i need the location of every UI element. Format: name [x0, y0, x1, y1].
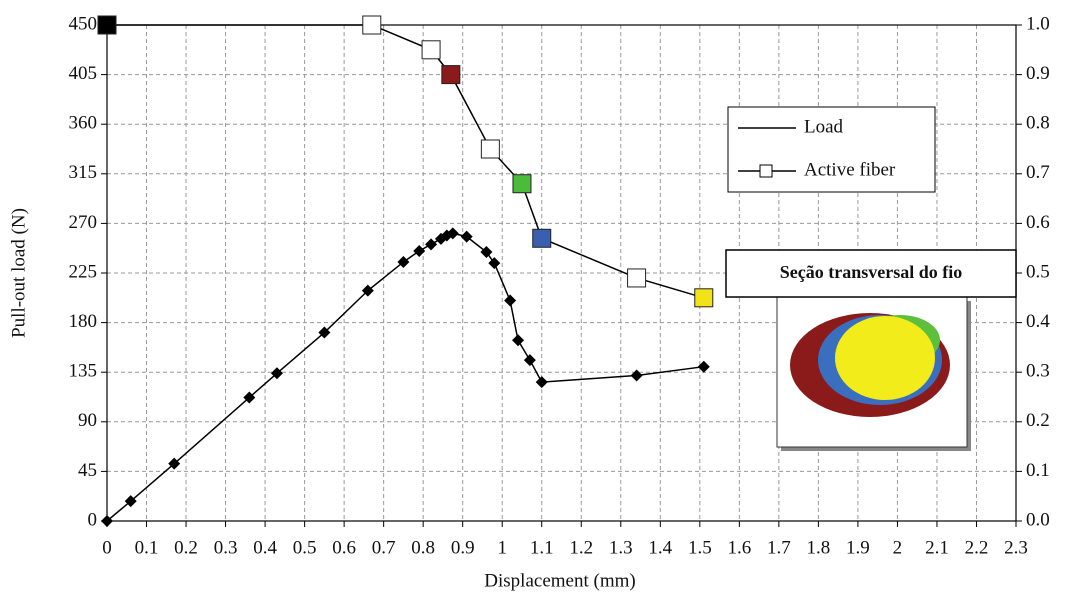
data-point — [533, 229, 551, 247]
x-tick-label: 0.4 — [253, 537, 277, 558]
x-tick-label: 2.1 — [925, 537, 949, 558]
y-tick-label: 360 — [69, 113, 98, 134]
y-tick-label: 225 — [69, 261, 98, 282]
x-tick-label: 1.7 — [767, 537, 791, 558]
y2-tick-label: 0.7 — [1026, 162, 1050, 183]
data-point — [481, 140, 499, 158]
y-tick-label: 90 — [78, 410, 97, 431]
x-tick-label: 0.5 — [293, 537, 317, 558]
x-tick-label: 1.3 — [609, 537, 633, 558]
x-tick-label: 0.1 — [135, 537, 159, 558]
data-point — [422, 41, 440, 59]
x-tick-label: 2.2 — [965, 537, 989, 558]
y2-tick-label: 0.9 — [1026, 63, 1050, 84]
y2-tick-label: 1.0 — [1026, 13, 1050, 34]
x-tick-label: 1.1 — [530, 537, 554, 558]
data-point — [425, 238, 437, 250]
inset: Seção transversal do fio — [726, 250, 1016, 451]
data-point — [488, 257, 500, 269]
y2-tick-label: 0.4 — [1026, 311, 1050, 332]
chart: 0 0.1 0.2 0.3 0.4 0.5 0.6 0.7 0.8 0.9 1 1.1 1.2 1.3 1.… — [0, 0, 1073, 596]
x-tick-label: 1.4 — [648, 537, 672, 558]
data-point — [413, 245, 425, 257]
data-point — [98, 16, 116, 34]
y-tick-label: 180 — [69, 311, 98, 332]
data-point — [512, 334, 524, 346]
x-tick-label: 0.8 — [411, 537, 435, 558]
x-tick-label: 1.8 — [807, 537, 831, 558]
data-point — [628, 269, 646, 287]
x-tick-label: 0 — [102, 537, 112, 558]
series-line — [107, 25, 704, 298]
y-tick-label: 0 — [88, 509, 98, 530]
x-tick-label: 2.3 — [1004, 537, 1028, 558]
y-tick-label: 135 — [69, 361, 98, 382]
y-axis-label: Pull-out load (N) — [8, 208, 29, 338]
x-tick-label: 0.7 — [372, 537, 396, 558]
x-tick-label: 1 — [497, 537, 507, 558]
x-tick-label: 0.3 — [214, 537, 238, 558]
x-tick-label: 1.5 — [688, 537, 712, 558]
y-tick-label: 270 — [69, 212, 98, 233]
y2-tick-label: 0.0 — [1026, 509, 1050, 530]
data-point — [524, 354, 536, 366]
inset-title: Seção transversal do fio — [780, 262, 962, 282]
x-tick-label: 0.9 — [451, 537, 475, 558]
legend-marker — [760, 165, 772, 177]
y-tick-label: 405 — [69, 63, 98, 84]
data-point — [695, 289, 713, 307]
data-point — [536, 376, 548, 388]
series-line — [107, 233, 704, 521]
data-point — [363, 16, 381, 34]
y-tick-label: 450 — [69, 13, 98, 34]
legend-label: Load — [804, 116, 844, 137]
x-tick-label: 0.6 — [332, 537, 356, 558]
y2-tick-label: 0.6 — [1026, 212, 1050, 233]
y2-tick-label: 0.2 — [1026, 410, 1050, 431]
x-tick-label: 1.9 — [846, 537, 870, 558]
y2-tick-label: 0.3 — [1026, 361, 1050, 382]
x-tick-label: 2 — [893, 537, 903, 558]
y-tick-label: 315 — [69, 162, 98, 183]
x-tick-label: 0.2 — [174, 537, 198, 558]
y2-tick-label: 0.1 — [1026, 460, 1050, 481]
data-point — [504, 295, 516, 307]
y2-tick-label: 0.8 — [1026, 113, 1050, 134]
y2-tick-label: 0.5 — [1026, 261, 1050, 282]
data-point — [442, 66, 460, 84]
x-axis-label: Displacement (mm) — [484, 570, 635, 591]
legend-label: Active fiber — [804, 159, 896, 180]
x-tick-label: 1.2 — [569, 537, 593, 558]
cross-section-core — [835, 316, 935, 400]
y-tick-label: 45 — [78, 460, 97, 481]
data-point — [513, 175, 531, 193]
x-tick-label: 1.6 — [727, 537, 751, 558]
data-point — [631, 370, 643, 382]
